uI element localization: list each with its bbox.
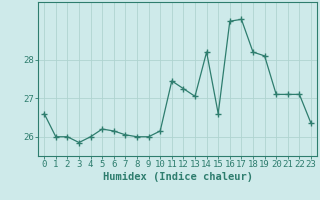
X-axis label: Humidex (Indice chaleur): Humidex (Indice chaleur) (103, 172, 252, 182)
